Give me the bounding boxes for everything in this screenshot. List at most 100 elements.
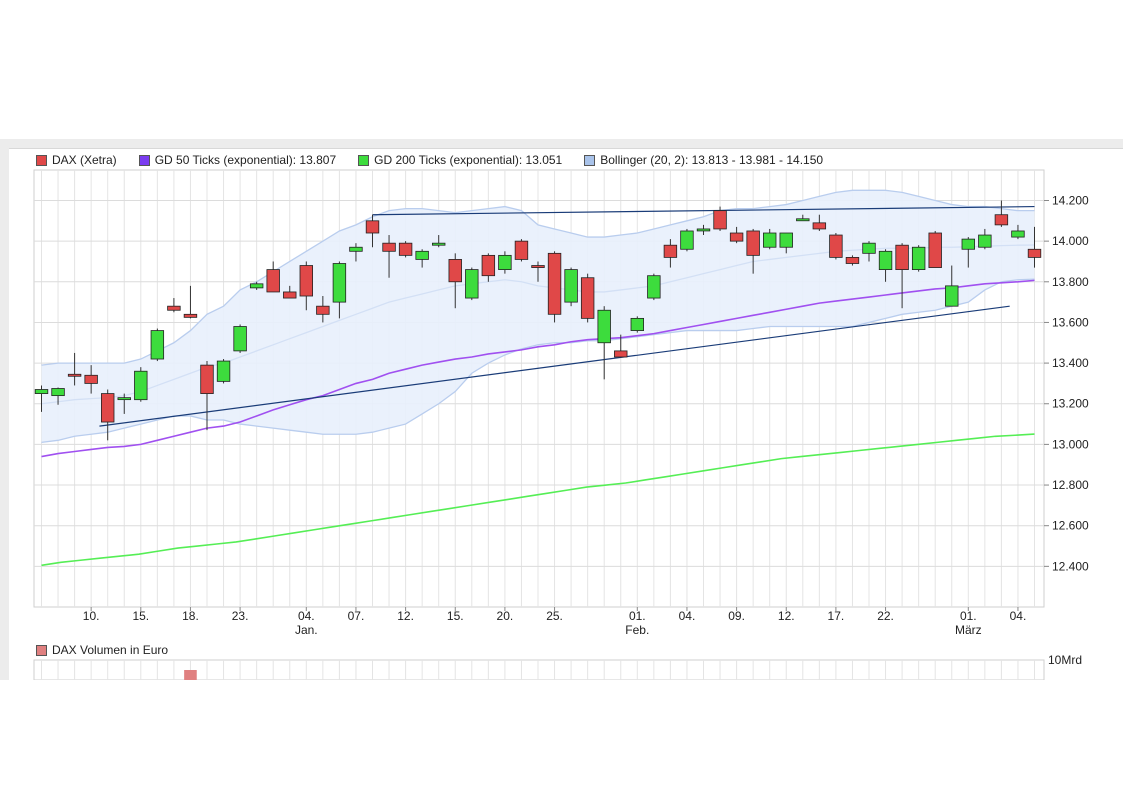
candle-body — [365, 220, 380, 234]
candle-body — [34, 389, 49, 394]
trend-line — [99, 305, 1010, 427]
candle — [531, 261, 545, 282]
candle-body — [51, 388, 65, 397]
candle-body — [531, 265, 545, 268]
x-month-label: Jan. — [295, 623, 318, 637]
x-tick-label: 25. — [546, 609, 563, 623]
y-tick-label: 12.400 — [1052, 559, 1089, 573]
x-month-label: Feb. — [625, 623, 649, 637]
legend-item-ema50[interactable]: GD 50 Ticks (exponential): 13.807 — [138, 153, 337, 167]
x-tick-label: 15. — [447, 609, 464, 623]
candle-body — [713, 210, 727, 230]
candle-body — [746, 230, 760, 256]
volume-legend[interactable]: DAX Volumen in Euro — [36, 643, 168, 657]
y-tick-label: 12.600 — [1052, 519, 1089, 533]
volume-bar — [184, 670, 197, 680]
candle-body — [812, 222, 827, 230]
candle-body — [481, 254, 496, 277]
candle-body — [431, 242, 446, 246]
candle-body — [580, 277, 595, 319]
top-border-strip — [0, 139, 1123, 149]
candle — [812, 214, 827, 231]
left-border-strip — [0, 148, 9, 680]
x-tick-label: 04. — [298, 609, 315, 623]
x-tick-label: 10. — [83, 609, 100, 623]
candle-body — [134, 370, 148, 401]
x-tick-label: 12. — [778, 609, 795, 623]
candle-body — [1011, 230, 1025, 238]
candle — [51, 387, 65, 405]
x-tick-label: 07. — [348, 609, 365, 623]
candle-body — [332, 263, 347, 303]
candle-body — [67, 373, 82, 377]
candle — [696, 224, 711, 236]
y-tick-label: 13.400 — [1052, 356, 1089, 370]
y-tick-label: 14.200 — [1052, 193, 1089, 207]
candle — [200, 361, 214, 431]
candle-body — [200, 364, 214, 394]
candle-body — [994, 214, 1009, 226]
candle-body — [614, 350, 628, 358]
legend-label-ema50: GD 50 Ticks (exponential): 13.807 — [154, 153, 337, 167]
candle — [614, 334, 628, 358]
x-tick-label: 01. — [960, 609, 977, 623]
candle-body — [928, 232, 942, 268]
candle-body — [630, 317, 645, 331]
y-tick-label: 13.800 — [1052, 275, 1089, 289]
candle-body — [183, 313, 198, 318]
x-tick-label: 20. — [497, 609, 514, 623]
candle-body — [233, 326, 247, 352]
ema200-line — [41, 433, 1035, 567]
candle — [630, 316, 645, 333]
y-tick-label: 13.000 — [1052, 437, 1089, 451]
candle-body — [680, 230, 694, 250]
candle — [1027, 226, 1042, 268]
candle — [680, 228, 694, 252]
legend-item-dax[interactable]: DAX (Xetra) — [36, 153, 117, 167]
candle — [978, 228, 992, 250]
legend-swatch-ema50 — [138, 154, 150, 166]
candle — [945, 265, 959, 307]
candle — [663, 239, 678, 268]
legend-item-bollinger[interactable]: Bollinger (20, 2): 13.813 - 13.981 - 14.… — [584, 153, 823, 167]
candle — [829, 233, 843, 260]
candle-body — [266, 269, 280, 293]
candle — [249, 281, 264, 290]
candle — [514, 239, 529, 262]
candle-body — [1027, 248, 1042, 258]
x-tick-label: 01. — [629, 609, 646, 623]
candle-body — [167, 305, 181, 311]
y-tick-label: 13.200 — [1052, 397, 1089, 411]
x-tick-label: 12. — [397, 609, 414, 623]
candle — [150, 328, 165, 362]
candle — [465, 267, 479, 301]
legend-item-ema200[interactable]: GD 200 Ticks (exponential): 13.051 — [358, 153, 562, 167]
candle-body — [829, 234, 843, 258]
candle-body — [117, 397, 131, 401]
candle — [34, 385, 49, 412]
candle — [84, 365, 98, 394]
x-tick-label: 18. — [182, 609, 199, 623]
y-tick-label: 14.000 — [1052, 234, 1089, 248]
candle — [564, 267, 578, 307]
candle-body — [349, 246, 363, 252]
candle — [415, 249, 429, 268]
candle — [183, 285, 198, 319]
candle-body — [415, 250, 429, 260]
candle — [928, 230, 942, 268]
candle — [117, 393, 131, 414]
x-tick-label: 04. — [1010, 609, 1027, 623]
candle-body — [862, 242, 876, 254]
bottom-blank-area — [0, 680, 1123, 794]
candle — [365, 214, 380, 248]
volume-axis-label: 10Mrd — [1048, 653, 1082, 667]
trend-line — [372, 205, 1035, 216]
candle-body — [945, 285, 959, 307]
candle-body — [763, 232, 777, 248]
candle — [349, 243, 363, 262]
candle-body — [895, 244, 909, 270]
candle — [481, 253, 496, 282]
candle — [961, 237, 976, 268]
legend-label-dax: DAX (Xetra) — [52, 153, 117, 167]
candle — [911, 245, 926, 272]
